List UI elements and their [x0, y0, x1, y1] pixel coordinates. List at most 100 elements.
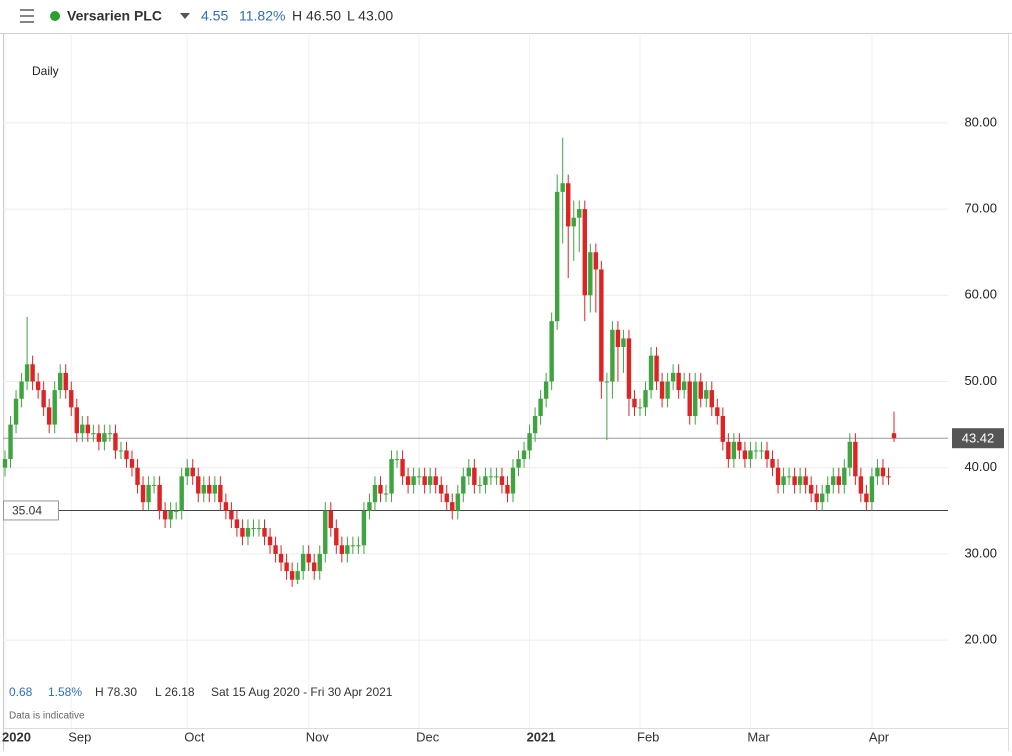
candle-body: [24, 364, 30, 382]
candle-body: [46, 407, 52, 425]
candle-body: [880, 467, 886, 477]
candle-body: [207, 484, 212, 494]
candle-body: [229, 510, 234, 520]
candle-body: [737, 441, 742, 451]
candle-body: [173, 510, 179, 512]
candle-body: [792, 476, 797, 485]
period-change-pct: 1.58%: [48, 685, 82, 699]
candle-body: [875, 467, 880, 477]
candle-body: [814, 493, 819, 503]
candle-body: [212, 484, 218, 494]
x-tick-label: Mar: [747, 729, 770, 744]
candle-body: [267, 536, 273, 546]
candle-body: [422, 476, 427, 485]
interval[interactable]: Daily: [32, 64, 59, 78]
candle-body: [218, 484, 223, 503]
candle-body: [400, 459, 405, 477]
candle-body: [869, 476, 875, 503]
period-high: H 78.30: [95, 685, 137, 699]
candle-body: [566, 183, 571, 227]
menu-icon[interactable]: [20, 9, 34, 23]
candle-body: [345, 545, 350, 554]
candle-body: [808, 484, 814, 494]
candle-body: [201, 484, 206, 494]
candle-body: [234, 519, 240, 529]
candle-body: [223, 502, 229, 511]
candle-body: [251, 528, 256, 530]
candle-body: [494, 476, 499, 478]
candle-body: [96, 433, 102, 442]
candle-body: [372, 484, 378, 503]
candle-body: [560, 183, 565, 192]
y-tick-label: 50.00: [964, 373, 997, 388]
candle-body: [477, 484, 483, 486]
candle-body: [599, 269, 604, 382]
dropdown-arrow[interactable]: [180, 13, 190, 19]
period-range: Sat 15 Aug 2020 - Fri 30 Apr 2021: [211, 685, 393, 699]
candle-body: [439, 484, 444, 494]
period-change: 0.68: [9, 685, 33, 699]
x-tick-label: Dec: [416, 729, 440, 744]
y-tick-label: 30.00: [964, 545, 997, 560]
change: 4.55: [201, 8, 228, 24]
candle-body: [637, 407, 643, 409]
candle-body: [505, 484, 510, 494]
plot: 20.00 30.00 40.00 50.00 60.00 70.00 80.00 2020 S…: [2, 35, 1004, 744]
candle-body: [670, 372, 676, 382]
candle-body: [102, 433, 107, 442]
candle-body: [162, 510, 168, 520]
candle-body: [554, 191, 560, 322]
candle-body: [742, 450, 748, 460]
candle-body: [356, 545, 361, 547]
candle-body: [693, 381, 698, 416]
candle-body: [781, 476, 786, 485]
candle-body: [891, 433, 897, 439]
candle-body: [350, 545, 356, 547]
candle-body: [588, 252, 593, 296]
instrument-name[interactable]: Versarien PLC: [67, 8, 162, 24]
candle-body: [466, 467, 472, 477]
candle-body: [759, 450, 764, 452]
candle-body: [461, 476, 466, 494]
candle-body: [632, 398, 637, 408]
candle-body: [35, 381, 41, 391]
candle-body: [85, 424, 91, 434]
candle-body: [317, 553, 322, 572]
candle-body: [753, 450, 759, 452]
candle-body: [853, 441, 858, 477]
candle-body: [383, 493, 389, 495]
level-tag: [3, 500, 59, 521]
candle-body: [129, 459, 135, 468]
candle-body: [676, 372, 681, 391]
candle-body: [775, 467, 781, 485]
candle-body: [571, 217, 576, 227]
level-tag-label: 35.04: [12, 504, 42, 518]
candle-body: [411, 476, 416, 485]
candle-body: [328, 510, 333, 529]
candle-body: [659, 381, 665, 399]
candle-body: [295, 571, 300, 580]
candle-body: [499, 476, 505, 485]
candle-body: [91, 433, 96, 435]
candle-body: [278, 553, 284, 563]
candle-body: [488, 476, 494, 478]
candle-body: [864, 493, 869, 503]
candle-body: [444, 493, 449, 503]
candle-body: [654, 355, 659, 382]
candle-body: [113, 433, 118, 451]
candle-body: [273, 545, 278, 554]
candle-body: [626, 338, 632, 399]
candle-body: [582, 209, 587, 296]
candle-body: [300, 553, 306, 572]
y-tick-label: 70.00: [964, 201, 997, 216]
candle-body: [256, 528, 262, 530]
candle-body: [8, 424, 13, 460]
day-high: H 46.50: [292, 8, 341, 24]
candle-body: [30, 364, 35, 382]
candle-body: [858, 476, 864, 494]
candle-body: [118, 450, 124, 452]
candle-body: [610, 329, 615, 382]
